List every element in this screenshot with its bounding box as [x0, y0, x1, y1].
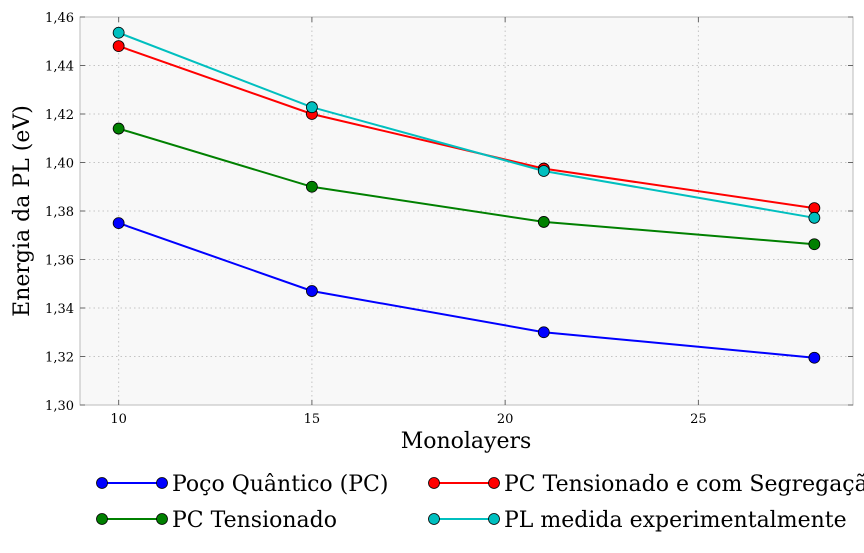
- data-point: [537, 216, 550, 228]
- legend-marker: [96, 477, 108, 489]
- x-tick-label: 20: [497, 412, 514, 427]
- data-point: [112, 122, 125, 135]
- series-line: [118, 127, 815, 246]
- y-tick-label: 1,34: [45, 302, 74, 317]
- series-line: [118, 31, 815, 219]
- y-tick-label: 1,42: [45, 108, 74, 123]
- x-axis-title: Monolayers: [401, 429, 532, 454]
- legend-marker: [488, 513, 500, 525]
- data-point: [808, 238, 821, 251]
- data-point: [112, 26, 125, 39]
- axis-ticks: 10 15 20 25 1,30 1,32 1,34 1,36 1,38 1,40 1,42 1,44…: [45, 11, 853, 427]
- data-point: [537, 326, 550, 339]
- data-point: [112, 40, 125, 52]
- data-point: [808, 351, 821, 364]
- series-layer: [112, 26, 821, 364]
- legend-entry: PC Tensionado: [96, 508, 337, 533]
- y-tick-label: 1,36: [45, 254, 74, 269]
- data-point: [305, 101, 318, 114]
- y-tick-label: 1,46: [45, 11, 74, 26]
- y-axis-title: Energia da PL (eV): [10, 105, 35, 317]
- legend-label: PC Tensionado: [172, 508, 337, 533]
- y-tick-label: 1,44: [45, 60, 74, 75]
- legend-label: Poço Quântico (PC): [172, 472, 388, 497]
- legend-label: PC Tensionado e com Segregação: [504, 472, 864, 497]
- y-tick-label: 1,30: [45, 399, 74, 414]
- y-tick-label: 1,32: [45, 351, 74, 366]
- legend-entry: Poço Quântico (PC): [96, 472, 388, 497]
- data-point: [305, 285, 318, 297]
- legend-marker: [428, 477, 440, 489]
- y-tick-label: 1,38: [45, 205, 74, 220]
- legend-marker: [488, 477, 500, 489]
- data-point: [112, 217, 125, 230]
- y-tick-label: 1,40: [45, 157, 74, 172]
- series-line: [118, 45, 815, 210]
- legend: Poço Quântico (PC) PC Tensionado e com Se…: [96, 472, 864, 533]
- legend-marker: [156, 477, 168, 489]
- x-tick-label: 25: [690, 412, 707, 427]
- legend-marker: [428, 513, 440, 525]
- data-point: [808, 211, 821, 224]
- series-1: [112, 217, 821, 364]
- legend-marker: [156, 513, 168, 525]
- data-point: [305, 180, 318, 193]
- legend-entry: PL medida experimentalmente: [428, 508, 847, 533]
- legend-label: PL medida experimentalmente: [504, 508, 847, 533]
- x-tick-label: 10: [110, 412, 127, 427]
- x-tick-label: 15: [304, 412, 321, 427]
- legend-entry: PC Tensionado e com Segregação: [428, 472, 864, 497]
- legend-marker: [96, 513, 108, 525]
- grid-lines: [80, 17, 853, 405]
- series-4: [112, 26, 821, 224]
- data-point: [537, 165, 550, 177]
- series-line: [118, 222, 815, 359]
- series-2: [112, 122, 821, 251]
